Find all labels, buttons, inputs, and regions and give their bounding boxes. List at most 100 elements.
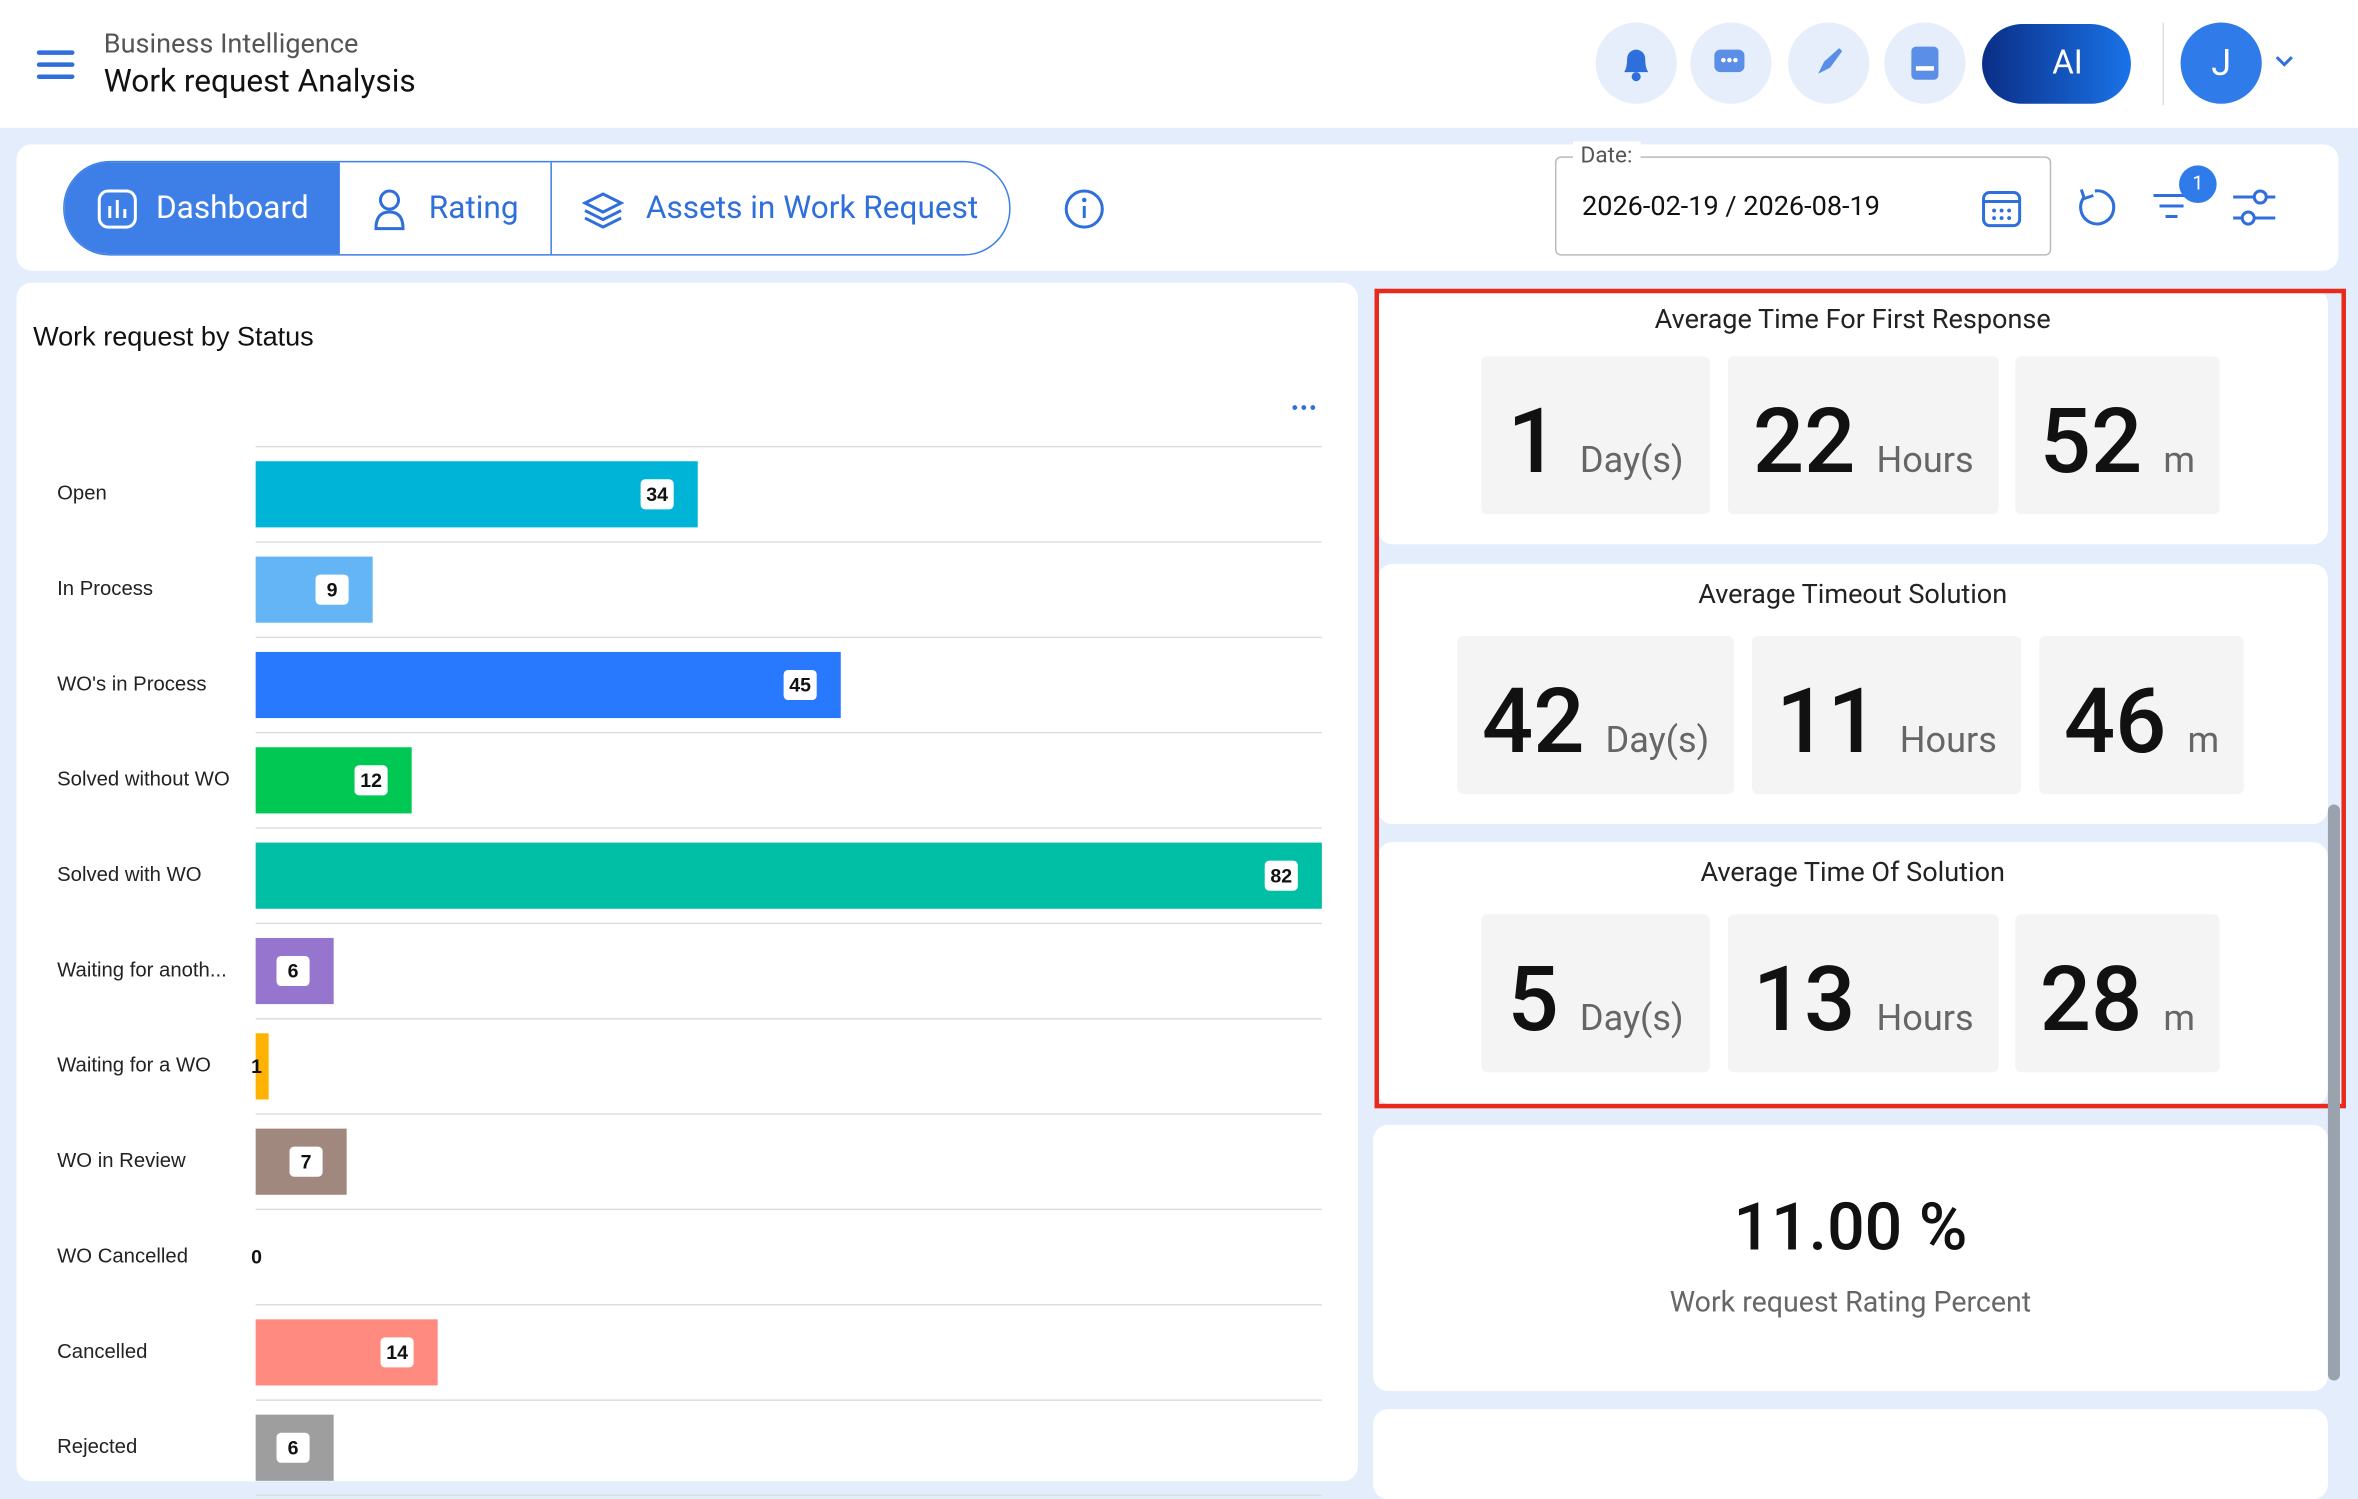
scrollbar[interactable] [2327,804,2340,1381]
calendar-button[interactable] [1979,185,2024,230]
value-badge [640,479,674,510]
metric-number: 46 [2063,667,2167,775]
value-label: 12 [360,770,382,792]
launch[interactable] [1788,22,1870,104]
app-name: Business Intelligence [103,28,359,61]
tab-dashboard[interactable]: Dashboard [64,162,340,255]
highlight-box [1374,288,2346,1109]
metric-title: Average Timeout Solution [1698,578,2008,611]
bar-chart: Work request by Status Open 34 In Process 9… [33,322,1322,1497]
metric-number: 52 [2039,387,2143,495]
date-label: Date: [1573,141,1640,169]
category-label: Waiting for a WO [57,1055,211,1077]
value-badge [1264,860,1298,891]
bar [255,842,1322,909]
chart-menu[interactable] [1292,405,1316,410]
metric-unit: Day(s) [1579,997,1684,1040]
tab-label: Rating [428,190,519,227]
metric-number: 11 [1776,667,1879,775]
category-label: WO Cancelled [57,1245,188,1267]
tab-assets[interactable]: Assets in Work Request [552,162,1009,254]
rating-card: 11.00 % Work request Rating Percent [1372,1124,2328,1392]
category-label: In Process [57,578,153,600]
notifications[interactable] [1595,22,1677,104]
category-label: Solved without WO [57,769,230,791]
rating-value: 11.00 % [1733,1188,1968,1267]
metric-number: 13 [1752,945,1856,1053]
metric-number: 22 [1752,387,1856,495]
date-value: 2026-02-19 / 2026-08-19 [1582,190,1880,223]
bar [255,461,698,528]
metric-unit: Day(s) [1605,718,1710,761]
metric-box: 46 m [2039,636,2244,795]
date-field[interactable] [1554,156,2052,256]
value-badge [783,669,817,701]
tab-label: Dashboard [155,190,309,227]
ai-button[interactable]: AI [1982,24,2131,104]
bar [255,651,841,719]
metric-unit: m [2163,439,2196,482]
metric-number: 5 [1507,945,1559,1053]
tab-rating[interactable]: Rating [340,162,552,255]
metric-unit: m [2187,718,2220,761]
metric-title: Average Time Of Solution [1700,857,2005,889]
value-label: 6 [288,1437,299,1459]
value-label: 0 [251,1247,262,1269]
metric-box: 11 Hours [1751,636,2022,795]
value-label: 9 [327,579,338,601]
value-badge [276,1432,310,1463]
account-menu[interactable] [2274,54,2295,69]
next-card [1372,1409,2328,1499]
metric-unit: Hours [1899,718,1997,761]
value-label: 82 [1270,865,1292,887]
metric-number: 42 [1481,667,1585,775]
bar [255,1033,269,1100]
bar [255,747,412,814]
value-badge [354,765,388,796]
menu-button[interactable] [36,48,75,81]
value-label: 7 [301,1151,312,1173]
value-badge [289,1146,323,1177]
messages[interactable] [1690,22,1772,104]
metric-title: Average Time For First Response [1654,303,2051,336]
metric-box: 13 Hours [1727,914,1999,1073]
chart-title: Work request by Status [33,322,314,352]
tab-label: Assets in Work Request [645,190,979,227]
category-label: Open [57,483,107,505]
avatar-initial: J [2211,42,2232,85]
rating-label: Work request Rating Percent [1669,1284,2032,1319]
value-label: 34 [646,484,668,506]
value-badge [380,1337,414,1368]
metric-number: 1 [1507,387,1559,495]
bar [255,556,373,623]
category-label: Cancelled [57,1341,147,1363]
category-label: Waiting for anoth... [57,959,227,981]
metric-box: 52 m [2015,356,2220,515]
metric-number: 28 [2039,945,2143,1053]
toolbar [16,144,2339,271]
category-label: WO in Review [57,1150,186,1172]
category-label: WO's in Process [57,673,206,695]
metric-box: 5 Day(s) [1481,914,1710,1073]
category-label: Solved with WO [57,864,201,886]
ai-label: AI [2052,45,2083,83]
filter-badge: 1 [2179,165,2217,204]
page-title: Work request Analysis [103,64,416,101]
divider [2162,22,2165,106]
metric-unit: m [2163,997,2196,1040]
tabs: Dashboard Rating Assets in Work Request [63,160,1011,256]
docs[interactable] [1884,22,1966,104]
value-badge [276,955,310,987]
metric-unit: Hours [1876,997,1974,1040]
value-label: 45 [789,675,811,697]
metric-unit: Day(s) [1579,439,1684,482]
avatar[interactable]: J [2180,22,2262,104]
settings-button[interactable] [2230,185,2278,230]
info-button[interactable] [1063,188,1105,230]
metric-box: 22 Hours [1727,356,1999,515]
refresh-button[interactable] [2072,185,2117,230]
value-badge [315,574,349,605]
value-label: 6 [288,961,299,983]
